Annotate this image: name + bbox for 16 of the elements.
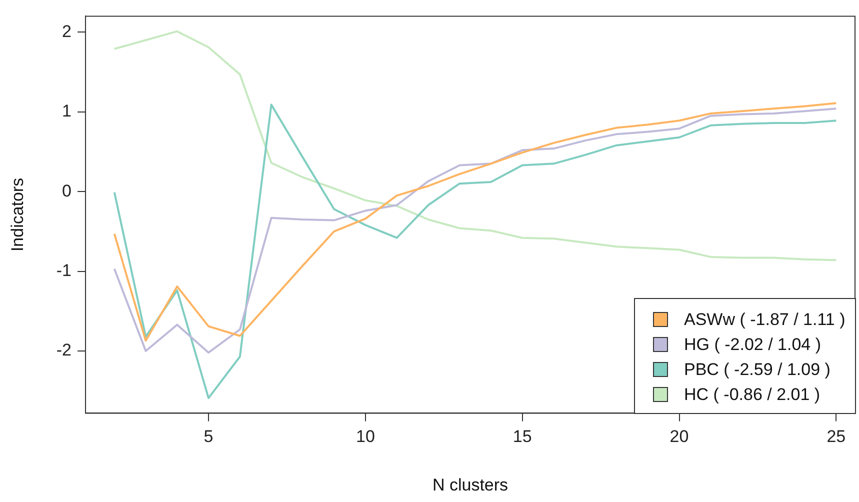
legend-label: HC ( -0.86 / 2.01 ) [684, 384, 820, 405]
y-tick-label: -2 [56, 340, 72, 360]
y-tick-label: -1 [56, 260, 72, 280]
x-tick-label: 10 [356, 427, 375, 446]
x-tick-label: 15 [512, 427, 532, 446]
y-axis-title: Indicators [8, 178, 27, 252]
x-tick-label: 5 [204, 427, 214, 446]
y-tick-label: 1 [62, 102, 72, 121]
x-tick-label: 25 [826, 427, 846, 446]
x-axis-title: N clusters [432, 475, 508, 494]
y-tick-label: 0 [62, 181, 72, 200]
legend-label: HG ( -2.02 / 1.04 ) [684, 334, 821, 355]
x-tick-label: 20 [670, 427, 689, 446]
legend-label: ASWw ( -1.87 / 1.11 ) [684, 310, 846, 330]
y-tick-label: 2 [62, 22, 72, 41]
legend-label: PBC ( -2.59 / 1.09 ) [684, 360, 830, 380]
